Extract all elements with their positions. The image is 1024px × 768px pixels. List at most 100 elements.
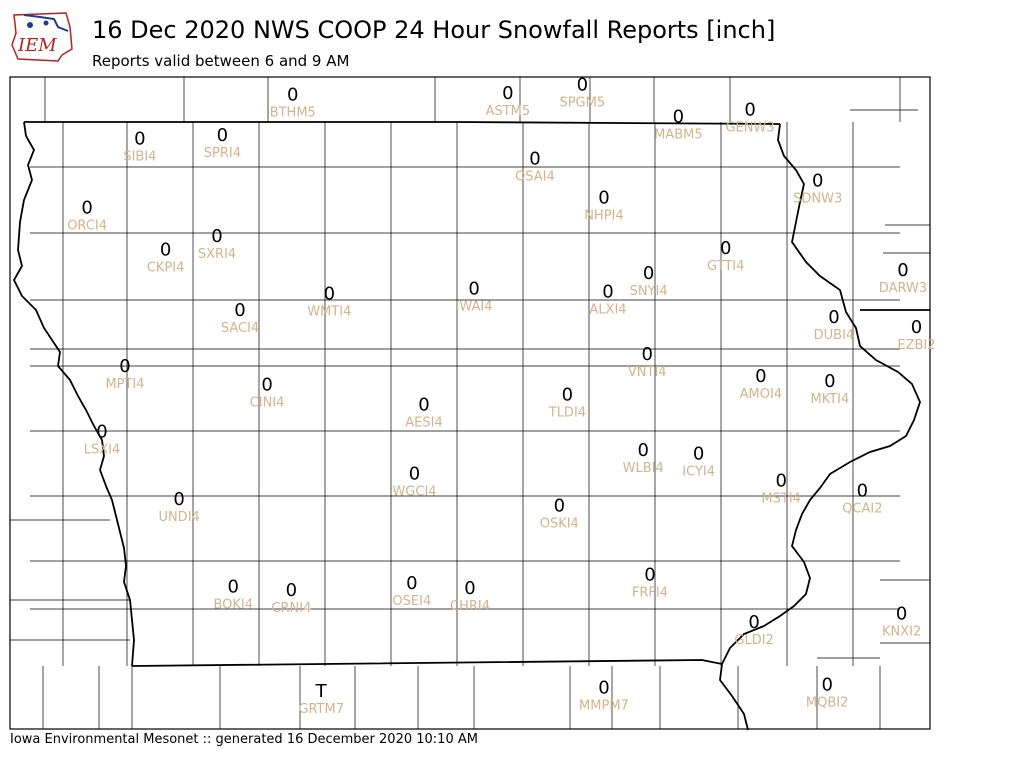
- map-title: 16 Dec 2020 NWS COOP 24 Hour Snowfall Re…: [92, 16, 776, 44]
- station-id-osei4: OSEI4: [392, 594, 431, 609]
- station-id-gtti4: GTTI4: [707, 259, 744, 274]
- station-value-amoi4: 0: [755, 366, 766, 387]
- station-id-knxi2: KNXI2: [882, 624, 921, 639]
- station-id-lsxi4: LSXI4: [84, 443, 121, 458]
- station-id-mmpm7: MMPM7: [579, 699, 629, 714]
- station-value-dubi4: 0: [828, 307, 839, 328]
- station-value-mmpm7: 0: [598, 678, 609, 699]
- station-id-qcai2: QCAI2: [842, 502, 882, 517]
- station-id-iwai4: IWAI4: [456, 299, 493, 314]
- station-value-astm5: 0: [502, 83, 513, 104]
- station-value-wlbi4: 0: [637, 440, 648, 461]
- station-value-snyi4: 0: [643, 263, 654, 284]
- station-value-cini4: 0: [261, 374, 272, 395]
- station-value-ckpi4: 0: [160, 240, 171, 261]
- station-id-oski4: OSKI4: [540, 517, 579, 532]
- station-id-frfi4: FRFI4: [632, 586, 668, 601]
- station-value-alxi4: 0: [602, 282, 613, 303]
- station-value-undi4: 0: [173, 489, 184, 510]
- station-id-spri4: SPRI4: [204, 146, 241, 161]
- station-value-genw3: 0: [744, 100, 755, 121]
- station-id-amoi4: AMOI4: [740, 387, 782, 402]
- station-id-orci4: ORCI4: [67, 218, 107, 233]
- station-id-wlbi4: WLBI4: [623, 461, 664, 476]
- station-id-cini4: CINI4: [250, 395, 285, 410]
- iem-logo: IEM: [11, 12, 73, 62]
- station-value-oski4: 0: [554, 496, 565, 517]
- station-id-dubi4: DUBI4: [814, 328, 855, 343]
- station-plots: 0BTHM50ASTM50SPGM50MABM50GENW30SIBI40SPR…: [67, 74, 935, 717]
- station-value-mkti4: 0: [824, 371, 835, 392]
- station-id-snyi4: SNYI4: [630, 284, 668, 299]
- station-value-lsxi4: 0: [96, 422, 107, 443]
- station-id-astm5: ASTM5: [486, 104, 531, 119]
- station-id-mkti4: MKTI4: [810, 392, 849, 407]
- station-id-nhpi4: NHPI4: [584, 208, 623, 223]
- station-id-ckpi4: CKPI4: [147, 261, 185, 276]
- station-value-mqbi2: 0: [821, 674, 832, 695]
- station-value-msti4: 0: [775, 470, 786, 491]
- station-id-chri4: CHRI4: [450, 599, 490, 614]
- station-id-sdnw3: SDNW3: [793, 192, 842, 207]
- station-value-knxi2: 0: [896, 603, 907, 624]
- station-value-saci4: 0: [234, 300, 245, 321]
- station-id-grtm7: GRTM7: [298, 702, 344, 717]
- station-value-tldi4: 0: [562, 384, 573, 405]
- station-value-spgm5: 0: [577, 74, 588, 95]
- station-value-aesi4: 0: [418, 395, 429, 416]
- station-id-mqbi2: MQBI2: [806, 695, 848, 710]
- station-value-sxri4: 0: [211, 226, 222, 247]
- station-value-gldi2: 0: [748, 612, 759, 633]
- logo-text: IEM: [17, 35, 57, 56]
- station-id-boki4: BOKI4: [213, 598, 253, 613]
- station-value-nhpi4: 0: [598, 187, 609, 208]
- station-value-osei4: 0: [406, 573, 417, 594]
- station-id-wmti4: WMTI4: [307, 304, 351, 319]
- station-value-icyi4: 0: [693, 443, 704, 464]
- state-boundaries: [12, 121, 930, 731]
- station-id-osai4: OSAI4: [515, 170, 555, 185]
- station-value-boki4: 0: [228, 577, 239, 598]
- station-id-msti4: MSTI4: [761, 491, 801, 506]
- station-id-mpti4: MPTI4: [105, 377, 144, 392]
- station-value-bthm5: 0: [287, 85, 298, 106]
- station-value-gtti4: 0: [720, 238, 731, 259]
- station-id-bthm5: BTHM5: [270, 106, 316, 121]
- station-value-orci4: 0: [81, 197, 92, 218]
- station-value-osai4: 0: [529, 149, 540, 170]
- station-value-grtm7: T: [315, 681, 328, 702]
- station-value-ezbi2: 0: [911, 317, 922, 338]
- station-id-alxi4: ALXI4: [589, 303, 626, 318]
- station-value-qcai2: 0: [857, 481, 868, 502]
- county-boundaries: [10, 77, 930, 729]
- station-value-darw3: 0: [897, 260, 908, 281]
- footer-credit: Iowa Environmental Mesonet :: generated …: [10, 732, 478, 747]
- station-value-vnti4: 0: [642, 344, 653, 365]
- station-value-wmti4: 0: [324, 283, 335, 304]
- station-id-spgm5: SPGM5: [559, 95, 605, 110]
- station-value-crni4: 0: [286, 580, 297, 601]
- station-id-darw3: DARW3: [879, 281, 927, 296]
- station-id-icyi4: ICYI4: [682, 464, 715, 479]
- station-id-mabm5: MABM5: [654, 127, 703, 142]
- station-value-mpti4: 0: [119, 356, 130, 377]
- station-value-chri4: 0: [464, 578, 475, 599]
- station-value-mabm5: 0: [673, 106, 684, 127]
- station-id-gldi2: GLDI2: [734, 633, 773, 648]
- station-id-crni4: CRNI4: [271, 601, 311, 616]
- station-id-genw3: GENW3: [725, 121, 774, 136]
- station-id-aesi4: AESI4: [405, 416, 442, 431]
- station-value-wgci4: 0: [409, 464, 420, 485]
- station-id-tldi4: TLDI4: [548, 405, 586, 420]
- map-frame: [9, 76, 931, 730]
- map-subtitle: Reports valid between 6 and 9 AM: [92, 52, 350, 70]
- station-value-frfi4: 0: [644, 565, 655, 586]
- station-id-undi4: UNDI4: [158, 510, 199, 525]
- station-value-sdnw3: 0: [812, 171, 823, 192]
- station-id-vnti4: VNTI4: [628, 365, 667, 380]
- station-id-wgci4: WGCI4: [392, 485, 436, 500]
- station-value-iwai4: 0: [468, 278, 479, 299]
- station-id-sibi4: SIBI4: [123, 149, 156, 164]
- station-id-saci4: SACI4: [221, 321, 259, 336]
